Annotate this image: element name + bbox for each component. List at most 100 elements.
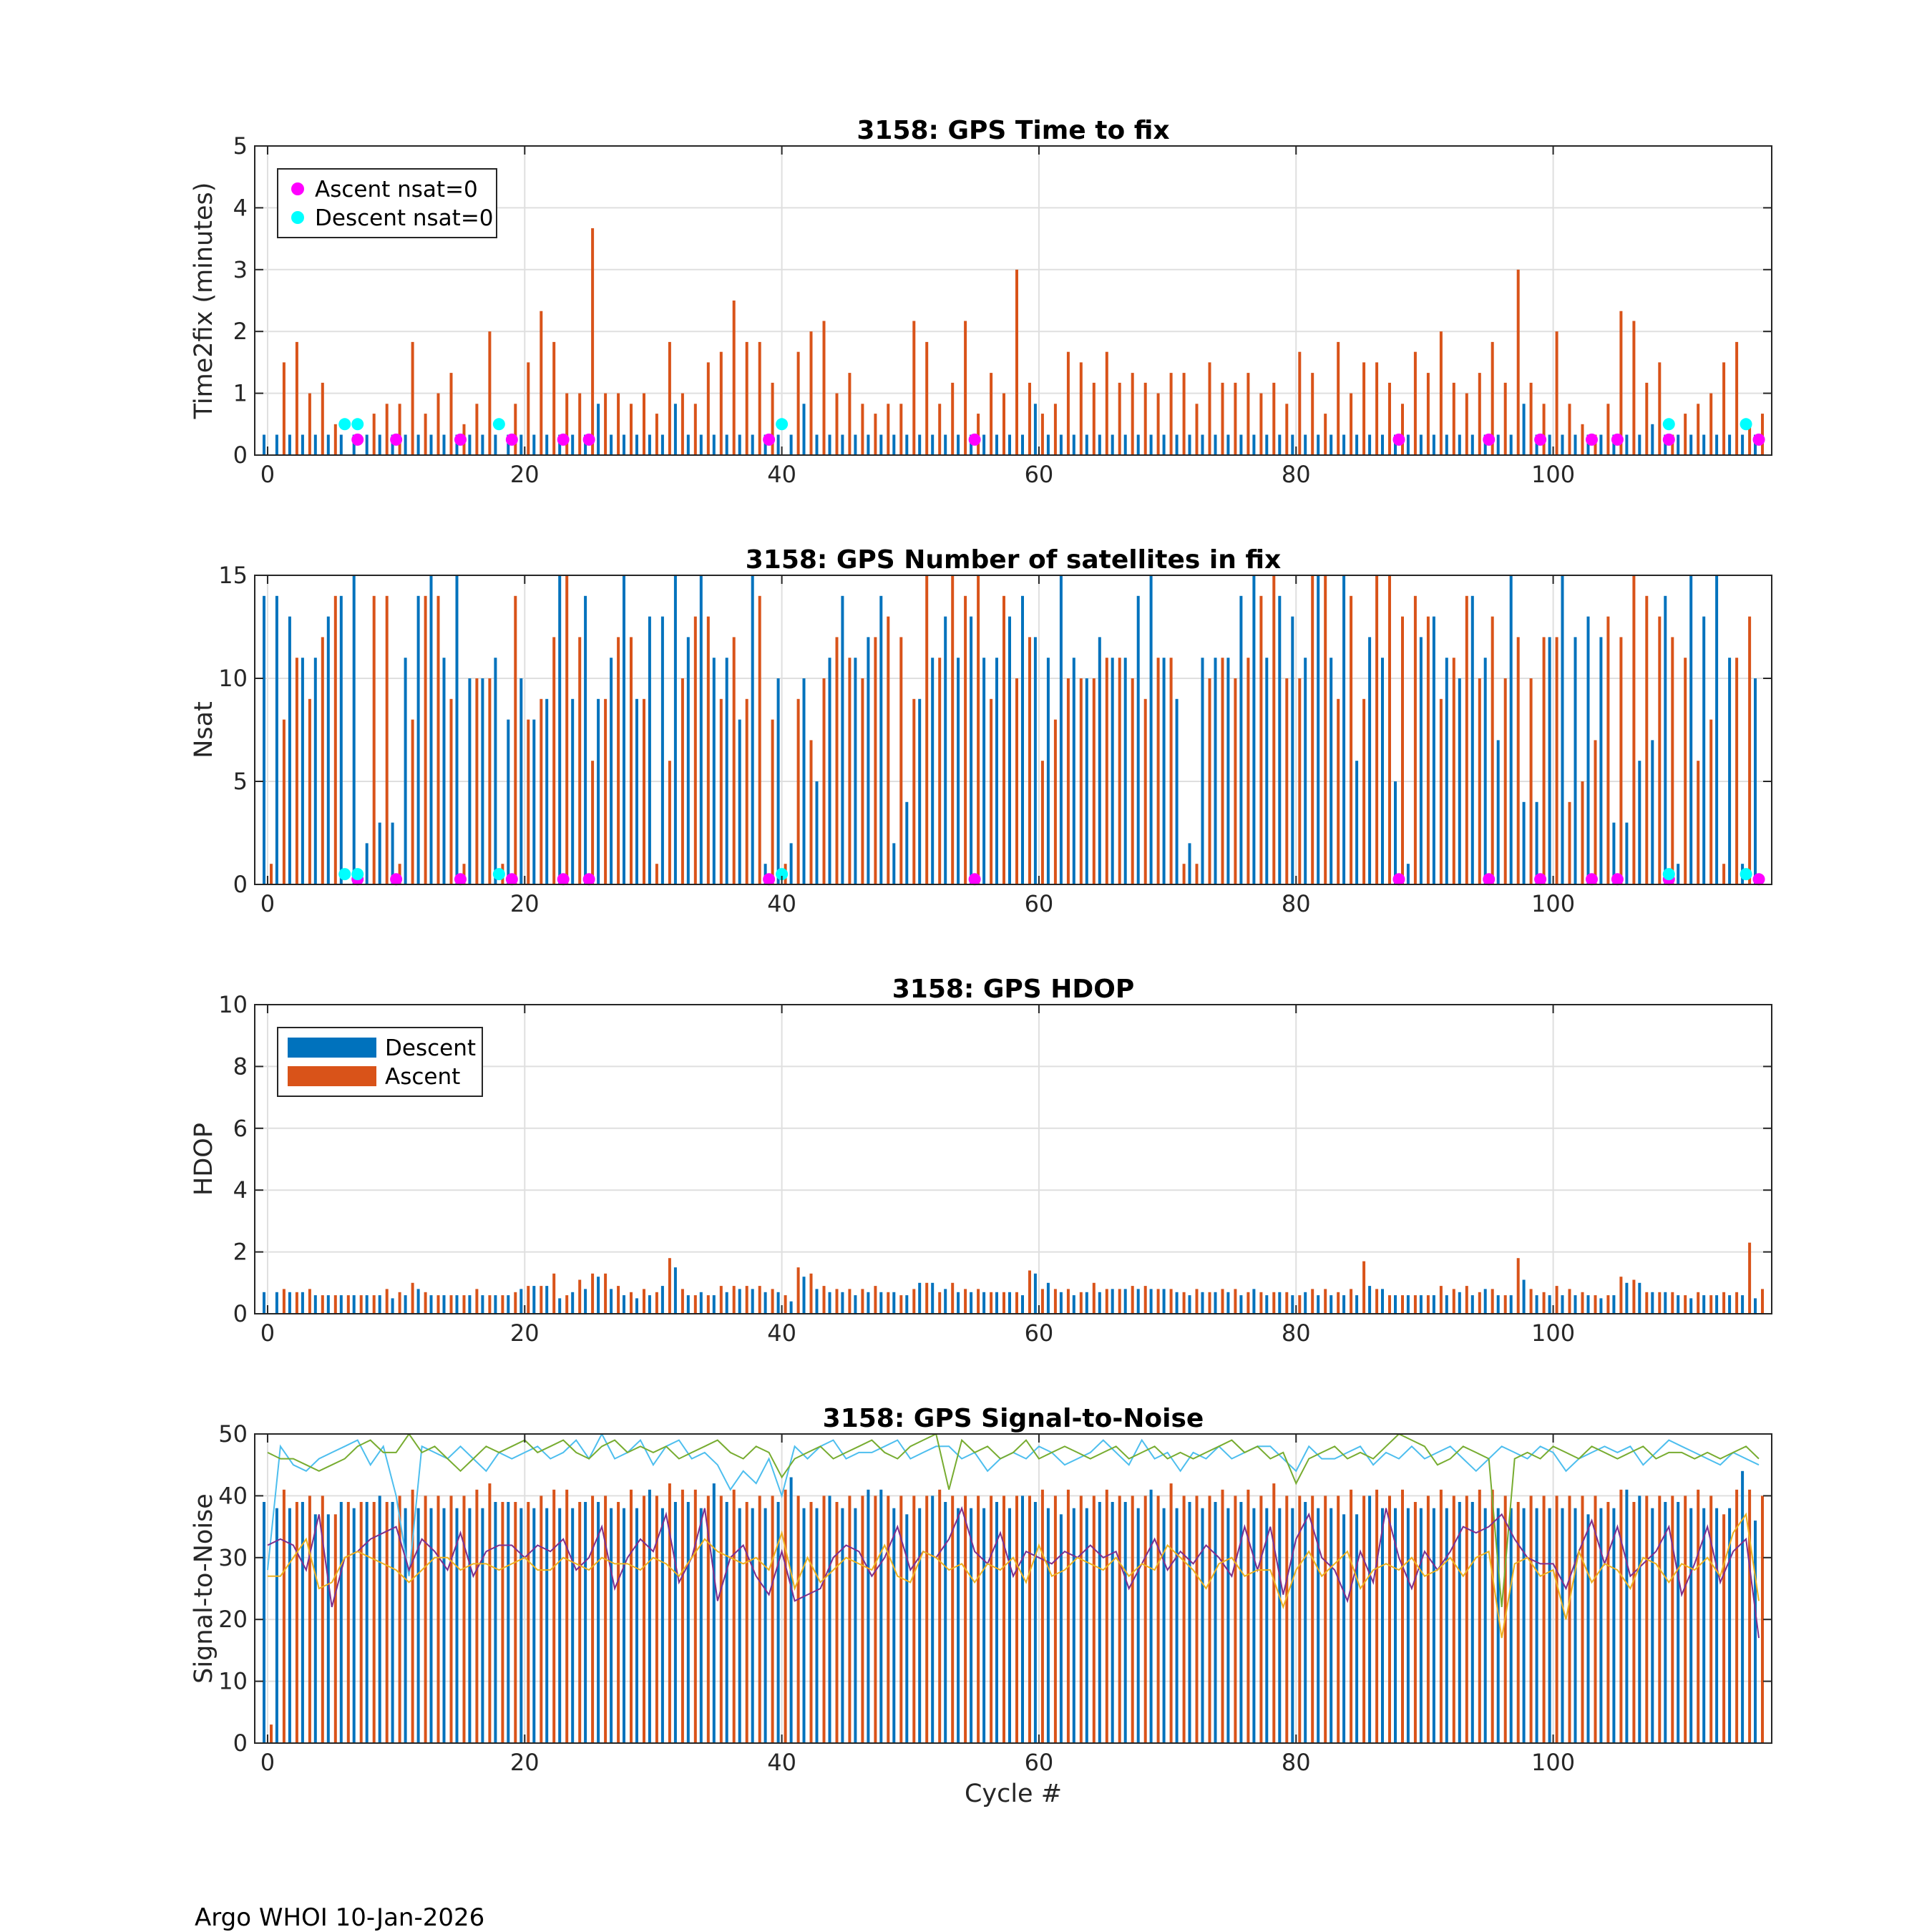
descent-bar	[828, 434, 831, 455]
ascent-bar	[1066, 1489, 1070, 1743]
ascent-bar	[1311, 1496, 1314, 1743]
descent-nsat0-marker	[1740, 868, 1752, 881]
ascent-bar	[1208, 678, 1211, 884]
descent-bar	[1535, 801, 1538, 884]
descent-bar	[597, 698, 600, 884]
descent-bar	[623, 1508, 625, 1743]
ascent-bar	[1388, 1496, 1391, 1743]
descent-bar	[944, 434, 947, 455]
descent-bar	[545, 698, 549, 884]
descent-bar	[468, 1508, 472, 1743]
descent-bar	[339, 434, 343, 455]
ascent-bar	[1118, 1289, 1121, 1314]
descent-bar	[1368, 1496, 1372, 1743]
descent-bar	[313, 658, 317, 884]
ascent-bar	[1516, 1502, 1520, 1743]
descent-bar	[879, 1292, 883, 1314]
ascent-bar	[668, 341, 671, 455]
y-axis-label: HDOP	[190, 1123, 218, 1196]
descent-bar	[1059, 575, 1063, 884]
ascent-bar	[912, 1289, 916, 1314]
descent-bar	[391, 1298, 394, 1314]
ascent-bar	[321, 1295, 324, 1314]
ascent-bar	[1002, 1292, 1005, 1314]
descent-bar	[275, 434, 278, 455]
ascent-bar	[1015, 1496, 1018, 1743]
ascent-bar	[1246, 373, 1250, 455]
descent-nsat0-marker	[1662, 868, 1675, 881]
ascent-bar	[643, 698, 645, 884]
ascent-nsat0-marker	[505, 433, 518, 446]
ascent-bar	[874, 414, 877, 455]
ascent-bar	[964, 595, 967, 884]
descent-bar	[326, 616, 330, 884]
descent-bar	[313, 1514, 317, 1743]
ascent-bar	[1079, 678, 1083, 884]
descent-bar	[1522, 1279, 1526, 1314]
ascent-bar	[1028, 1270, 1031, 1314]
ascent-bar	[527, 362, 530, 455]
ascent-bar	[1131, 1496, 1134, 1743]
descent-bar	[1702, 1508, 1706, 1743]
ascent-bar	[835, 1502, 839, 1743]
ascent-bar	[1491, 1289, 1494, 1314]
descent-bar	[1059, 1292, 1063, 1314]
ascent-bar	[604, 393, 608, 455]
ascent-bar	[668, 1258, 671, 1314]
descent-bar	[623, 575, 625, 884]
ascent-bar	[680, 1489, 684, 1743]
ascent-bar	[643, 1496, 645, 1743]
descent-bar	[1175, 1508, 1179, 1743]
ascent-bar	[449, 698, 453, 884]
snr-series-line	[267, 1506, 1760, 1639]
descent-bar	[854, 658, 857, 884]
descent-bar	[1046, 434, 1050, 455]
x-tick-label: 60	[1025, 1319, 1054, 1347]
descent-bar	[1754, 1298, 1757, 1314]
ascent-bar	[822, 678, 826, 884]
descent-bar	[455, 434, 459, 455]
descent-bar	[519, 678, 523, 884]
descent-bar	[301, 434, 304, 455]
ascent-bar	[282, 362, 286, 455]
descent-bar	[1304, 658, 1307, 884]
descent-bar	[1085, 678, 1088, 884]
descent-bar	[970, 616, 973, 884]
ascent-bar	[514, 595, 517, 884]
descent-bar	[1278, 1508, 1282, 1743]
descent-bar	[931, 1496, 935, 1743]
descent-bar	[1201, 1292, 1204, 1314]
ascent-nsat0-marker	[1662, 433, 1675, 446]
descent-bar	[507, 1502, 510, 1743]
x-tick-label: 100	[1531, 1319, 1575, 1347]
ascent-bar	[527, 719, 530, 884]
descent-bar	[507, 719, 510, 884]
descent-bar	[1098, 1502, 1101, 1743]
ascent-bar	[1195, 404, 1199, 455]
ascent-bar	[540, 698, 543, 884]
descent-bar	[1008, 1508, 1011, 1743]
descent-bar	[1509, 575, 1513, 884]
ascent-bar	[1401, 1295, 1404, 1314]
ascent-bar	[1195, 864, 1199, 884]
axes-box	[254, 145, 1772, 456]
ascent-bar	[680, 1289, 684, 1314]
descent-bar	[1625, 434, 1629, 455]
ascent-bar	[552, 341, 556, 455]
descent-bar	[1136, 595, 1140, 884]
ascent-bar	[1697, 761, 1700, 884]
descent-bar	[1008, 616, 1011, 884]
descent-bar	[1638, 434, 1641, 455]
descent-bar	[931, 658, 935, 884]
descent-bar	[545, 1508, 549, 1743]
ascent-nsat0-marker	[763, 873, 776, 886]
descent-bar	[1046, 1282, 1050, 1314]
descent-bar	[1445, 658, 1448, 884]
descent-bar	[1149, 575, 1153, 884]
descent-bar	[1458, 678, 1461, 884]
ascent-bar	[1529, 678, 1533, 884]
x-tick-label: 40	[767, 1749, 796, 1776]
descent-bar	[1689, 1508, 1693, 1743]
snr-series-line	[268, 1512, 1760, 1639]
ascent-bar	[1632, 1279, 1636, 1314]
